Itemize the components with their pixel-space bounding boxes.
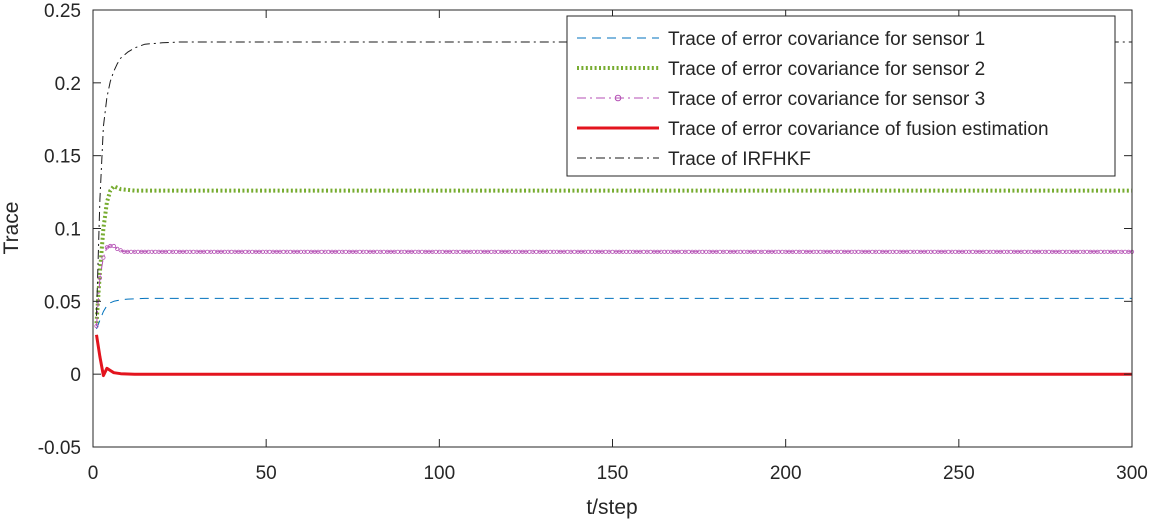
y-tick-label: 0.1 [55, 220, 81, 241]
x-axis-label: t/step [586, 496, 637, 519]
y-tick-label: 0 [70, 365, 81, 386]
tick-layer: 0 50 100 150 200 250 300 -0.05 0 0.05 0.1 0.15 0.2 0.… [38, 1, 1148, 484]
legend-marker-3 [614, 94, 622, 102]
legend-label-3: Trace of error covariance for sensor 3 [668, 89, 985, 110]
y-tick-label: 0.25 [44, 1, 81, 22]
y-tick-label: 0.2 [55, 74, 81, 95]
legend: Trace of error covariance for sensor 1 Tr… [566, 15, 1116, 177]
legend-box [566, 15, 1116, 177]
x-tick-label: 50 [256, 463, 277, 484]
series-4-line [95, 334, 1132, 378]
series-3-marker [101, 255, 106, 260]
x-tick-label: 300 [1116, 463, 1148, 484]
series-3-marker [97, 275, 103, 281]
series-3-marker [118, 248, 123, 253]
legend-label-1: Trace of error covariance for sensor 1 [668, 29, 985, 50]
series-3-marker [115, 246, 120, 251]
series-layer [94, 41, 1135, 378]
y-axis-label: Trace [0, 202, 23, 255]
y-tick-label: -0.05 [38, 438, 81, 459]
y-tick-label: 0.05 [44, 292, 81, 313]
series-3-marker [104, 245, 110, 250]
y-tick-label: 0.15 [44, 147, 81, 168]
legend-label-2: Trace of error covariance for sensor 2 [668, 59, 985, 80]
series-5-line [96, 41, 1132, 316]
legend-label-4: Trace of error covariance of fusion esti… [668, 119, 1049, 140]
x-tick-label: 250 [943, 463, 975, 484]
series-2-line [94, 184, 1132, 324]
series-3-marker [111, 243, 116, 249]
x-tick-label: 200 [770, 463, 802, 484]
series-1-line [96, 297, 1132, 330]
legend-label-5: Trace of IRFHKF [668, 149, 811, 170]
series-3-marker [94, 323, 99, 329]
x-tick-label: 100 [423, 463, 455, 484]
x-tick-label: 150 [597, 463, 629, 484]
x-tick-label: 0 [88, 463, 99, 484]
